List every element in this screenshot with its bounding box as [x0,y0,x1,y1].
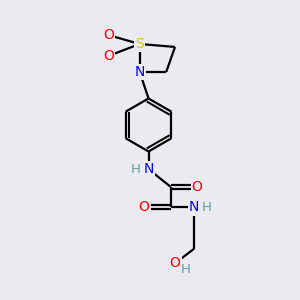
Text: O: O [103,49,114,63]
Text: N: N [189,200,200,214]
Text: O: O [192,180,203,194]
Text: O: O [103,28,114,42]
Text: N: N [134,65,145,79]
Text: S: S [135,37,144,51]
Text: H: H [180,263,190,276]
Text: H: H [131,163,141,176]
Text: N: N [143,162,154,176]
Text: H: H [202,201,212,214]
Text: O: O [139,200,149,214]
Text: O: O [169,256,181,270]
